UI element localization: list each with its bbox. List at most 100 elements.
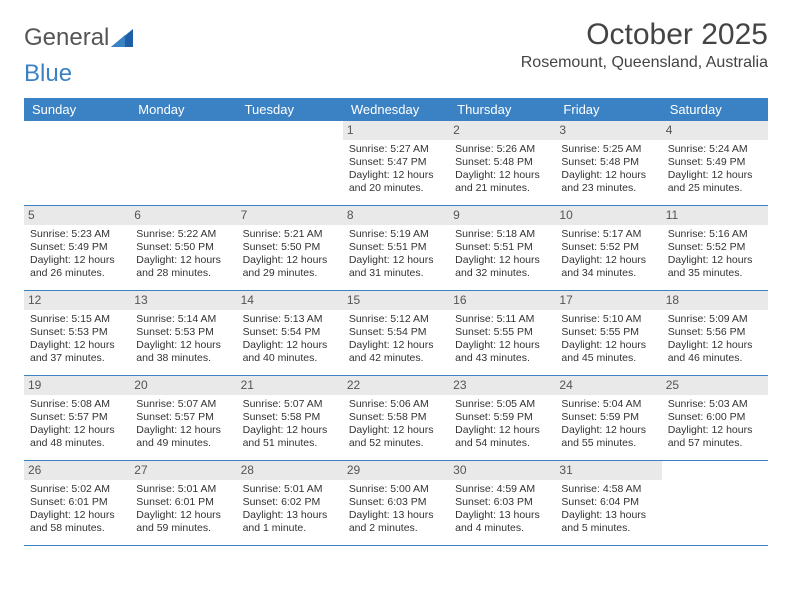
daylight-line: Daylight: 12 hours and 46 minutes. xyxy=(668,339,762,365)
calendar-day: 13 Sunrise: 5:14 AMSunset: 5:53 PMDayligh… xyxy=(130,291,236,375)
day-number: 17 xyxy=(555,291,661,310)
calendar-day-empty xyxy=(662,461,768,545)
sunrise-line: Sunrise: 5:01 AM xyxy=(136,483,230,496)
sunset-line: Sunset: 5:58 PM xyxy=(243,411,337,424)
sunrise-line: Sunrise: 5:14 AM xyxy=(136,313,230,326)
sunrise-line: Sunrise: 5:10 AM xyxy=(561,313,655,326)
calendar-day: 26Sunrise: 5:02 AMSunset: 6:01 PMDayligh… xyxy=(24,461,130,545)
calendar-day: 21 Sunrise: 5:07 AMSunset: 5:58 PMDayligh… xyxy=(237,376,343,460)
sunrise-line: Sunrise: 5:11 AM xyxy=(455,313,549,326)
sunrise-line: Sunrise: 5:18 AM xyxy=(455,228,549,241)
daylight-line: Daylight: 12 hours and 37 minutes. xyxy=(30,339,124,365)
daylight-line: Daylight: 12 hours and 54 minutes. xyxy=(455,424,549,450)
sunset-line: Sunset: 5:57 PM xyxy=(136,411,230,424)
sunset-line: Sunset: 5:55 PM xyxy=(455,326,549,339)
sunrise-line: Sunrise: 5:06 AM xyxy=(349,398,443,411)
day-number: 18 xyxy=(662,291,768,310)
calendar-day: 29Sunrise: 5:00 AMSunset: 6:03 PMDayligh… xyxy=(343,461,449,545)
sunrise-line: Sunrise: 5:04 AM xyxy=(561,398,655,411)
month-title: October 2025 xyxy=(521,18,768,52)
sunrise-line: Sunrise: 5:15 AM xyxy=(30,313,124,326)
daylight-line: Daylight: 12 hours and 42 minutes. xyxy=(349,339,443,365)
sunrise-line: Sunrise: 5:03 AM xyxy=(668,398,762,411)
sunrise-line: Sunrise: 5:07 AM xyxy=(243,398,337,411)
daylight-line: Daylight: 12 hours and 28 minutes. xyxy=(136,254,230,280)
calendar-day: 4 Sunrise: 5:24 AMSunset: 5:49 PMDaylight… xyxy=(662,121,768,205)
weekday-header: Saturday xyxy=(662,98,768,121)
day-number: 19 xyxy=(24,376,130,395)
daylight-line: Daylight: 13 hours and 2 minutes. xyxy=(349,509,443,535)
daylight-line: Daylight: 13 hours and 5 minutes. xyxy=(561,509,655,535)
calendar-day: 19Sunrise: 5:08 AMSunset: 5:57 PMDayligh… xyxy=(24,376,130,460)
sunset-line: Sunset: 6:01 PM xyxy=(136,496,230,509)
sunrise-line: Sunrise: 5:16 AM xyxy=(668,228,762,241)
daylight-line: Daylight: 12 hours and 25 minutes. xyxy=(668,169,762,195)
day-number: 16 xyxy=(449,291,555,310)
sunset-line: Sunset: 5:53 PM xyxy=(136,326,230,339)
sunset-line: Sunset: 6:03 PM xyxy=(349,496,443,509)
sunset-line: Sunset: 5:51 PM xyxy=(349,241,443,254)
daylight-line: Daylight: 12 hours and 34 minutes. xyxy=(561,254,655,280)
daylight-line: Daylight: 12 hours and 52 minutes. xyxy=(349,424,443,450)
sunrise-line: Sunrise: 4:59 AM xyxy=(455,483,549,496)
sunrise-line: Sunrise: 5:19 AM xyxy=(349,228,443,241)
sunrise-line: Sunrise: 5:13 AM xyxy=(243,313,337,326)
daylight-line: Daylight: 12 hours and 51 minutes. xyxy=(243,424,337,450)
sunset-line: Sunset: 5:55 PM xyxy=(561,326,655,339)
day-number: 10 xyxy=(555,206,661,225)
day-number: 3 xyxy=(555,121,661,140)
day-number: 21 xyxy=(237,376,343,395)
sunset-line: Sunset: 5:49 PM xyxy=(30,241,124,254)
sunrise-line: Sunrise: 5:01 AM xyxy=(243,483,337,496)
sunrise-line: Sunrise: 5:17 AM xyxy=(561,228,655,241)
calendar-day: 14Sunrise: 5:13 AMSunset: 5:54 PMDayligh… xyxy=(237,291,343,375)
daylight-line: Daylight: 12 hours and 55 minutes. xyxy=(561,424,655,450)
calendar-day: 31Sunrise: 4:58 AMSunset: 6:04 PMDayligh… xyxy=(555,461,661,545)
sunrise-line: Sunrise: 5:24 AM xyxy=(668,143,762,156)
calendar-day: 27Sunrise: 5:01 AMSunset: 6:01 PMDayligh… xyxy=(130,461,236,545)
day-number: 11 xyxy=(662,206,768,225)
day-number: 2 xyxy=(449,121,555,140)
sunset-line: Sunset: 6:00 PM xyxy=(668,411,762,424)
weekday-header: Friday xyxy=(555,98,661,121)
sunset-line: Sunset: 5:58 PM xyxy=(349,411,443,424)
sunset-line: Sunset: 6:02 PM xyxy=(243,496,337,509)
weekday-header: Wednesday xyxy=(343,98,449,121)
day-number: 22 xyxy=(343,376,449,395)
sunset-line: Sunset: 5:48 PM xyxy=(455,156,549,169)
sunset-line: Sunset: 5:51 PM xyxy=(455,241,549,254)
day-number: 4 xyxy=(662,121,768,140)
sunset-line: Sunset: 5:52 PM xyxy=(668,241,762,254)
calendar: SundayMondayTuesdayWednesdayThursdayFrid… xyxy=(24,98,768,546)
day-number: 27 xyxy=(130,461,236,480)
sunset-line: Sunset: 5:47 PM xyxy=(349,156,443,169)
sunset-line: Sunset: 5:50 PM xyxy=(243,241,337,254)
sunrise-line: Sunrise: 5:23 AM xyxy=(30,228,124,241)
daylight-line: Daylight: 12 hours and 45 minutes. xyxy=(561,339,655,365)
sunrise-line: Sunrise: 5:12 AM xyxy=(349,313,443,326)
daylight-line: Daylight: 12 hours and 31 minutes. xyxy=(349,254,443,280)
sunrise-line: Sunrise: 5:07 AM xyxy=(136,398,230,411)
weekday-header: Monday xyxy=(130,98,236,121)
sunset-line: Sunset: 5:49 PM xyxy=(668,156,762,169)
calendar-week: 26Sunrise: 5:02 AMSunset: 6:01 PMDayligh… xyxy=(24,461,768,546)
calendar-day: 5Sunrise: 5:23 AMSunset: 5:49 PMDaylight… xyxy=(24,206,130,290)
calendar-day: 22 Sunrise: 5:06 AMSunset: 5:58 PMDayligh… xyxy=(343,376,449,460)
daylight-line: Daylight: 12 hours and 38 minutes. xyxy=(136,339,230,365)
daylight-line: Daylight: 12 hours and 29 minutes. xyxy=(243,254,337,280)
day-number: 20 xyxy=(130,376,236,395)
sunrise-line: Sunrise: 5:21 AM xyxy=(243,228,337,241)
calendar-day: 16Sunrise: 5:11 AMSunset: 5:55 PMDayligh… xyxy=(449,291,555,375)
sunset-line: Sunset: 5:57 PM xyxy=(30,411,124,424)
sunset-line: Sunset: 5:48 PM xyxy=(561,156,655,169)
brand-part2: Blue xyxy=(24,60,72,88)
calendar-day-empty xyxy=(130,121,236,205)
sunrise-line: Sunrise: 5:09 AM xyxy=(668,313,762,326)
calendar-day: 11Sunrise: 5:16 AMSunset: 5:52 PMDayligh… xyxy=(662,206,768,290)
day-number: 23 xyxy=(449,376,555,395)
sunset-line: Sunset: 5:54 PM xyxy=(349,326,443,339)
day-number: 1 xyxy=(343,121,449,140)
day-number: 26 xyxy=(24,461,130,480)
title-block: October 2025 Rosemount, Queensland, Aust… xyxy=(521,18,768,72)
day-number: 13 xyxy=(130,291,236,310)
